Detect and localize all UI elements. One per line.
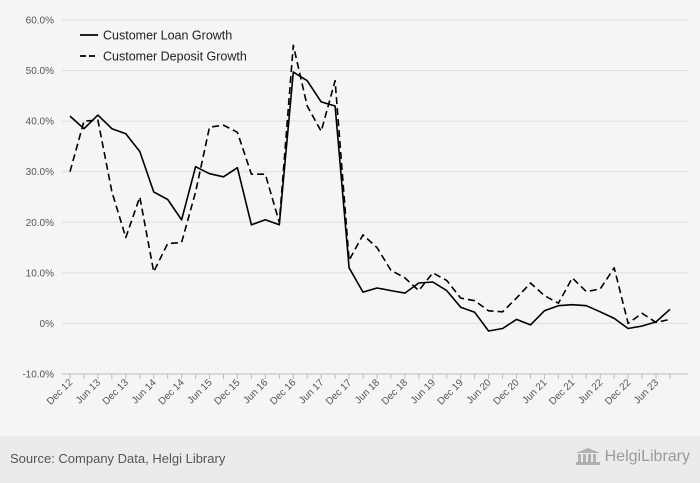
- x-tick-label: Jun 15: [186, 377, 215, 406]
- x-tick-label: Dec 19: [436, 377, 466, 407]
- x-tick-label: Jun 13: [74, 377, 103, 406]
- x-tick-label: Dec 12: [45, 377, 75, 407]
- library-building-icon: [575, 448, 600, 465]
- x-tick-label: Dec 20: [491, 377, 521, 407]
- brand-logo: HelgiLibrary: [575, 448, 690, 466]
- source-note: Source: Company Data, Helgi Library: [10, 451, 226, 466]
- x-tick-label: Dec 14: [157, 377, 187, 407]
- x-tick-label: Jun 14: [130, 377, 159, 406]
- brand-name: HelgiLibrary: [604, 448, 690, 465]
- x-tick-label: Dec 13: [101, 377, 131, 407]
- deposit-growth-line: [69, 44, 671, 325]
- y-tick-label: 40.0%: [26, 117, 54, 128]
- loan-growth-line: [69, 71, 671, 332]
- y-tick-label: 30.0%: [26, 167, 54, 178]
- y-axis-ticks: -10.0% 0% 10.0% 20.0% 30.0% 40.0% 50.0% 60.0%: [22, 16, 54, 381]
- y-tick-label: 20.0%: [26, 218, 54, 229]
- x-tick-label: Jun 20: [465, 377, 494, 406]
- x-tick-label: Dec 15: [212, 377, 242, 407]
- x-tick-label: Dec 16: [268, 377, 298, 407]
- y-tick-label: 0%: [40, 319, 55, 330]
- x-tick-label: Jun 21: [521, 377, 550, 406]
- footer-bar: Source: Company Data, Helgi Library Helg…: [0, 436, 700, 483]
- legend-label: Customer Deposit Growth: [103, 50, 247, 64]
- line-chart: -10.0% 0% 10.0% 20.0% 30.0% 40.0% 50.0% 60.0% D…: [22, 16, 688, 408]
- x-tick-label: Jun 19: [409, 377, 438, 406]
- x-tick-label: Jun 23: [632, 377, 661, 406]
- x-tick-label: Jun 17: [297, 377, 326, 406]
- x-tick-label: Dec 21: [547, 377, 577, 407]
- legend-label: Customer Loan Growth: [103, 29, 232, 43]
- x-tick-label: Jun 22: [576, 377, 605, 406]
- x-tick-label: Dec 17: [324, 377, 354, 407]
- series-lines: [69, 44, 671, 332]
- x-tick-label: Jun 16: [241, 377, 270, 406]
- y-tick-label: 10.0%: [26, 268, 54, 279]
- x-tick-label: Dec 18: [380, 377, 410, 407]
- x-tick-label: Dec 22: [603, 377, 633, 407]
- y-tick-label: -10.0%: [22, 370, 54, 381]
- y-tick-label: 50.0%: [26, 66, 54, 77]
- grid-lines: [62, 19, 688, 375]
- y-tick-label: 60.0%: [26, 16, 54, 27]
- legend: Customer Loan Growth Customer Deposit Gro…: [80, 29, 247, 64]
- x-tick-label: Jun 18: [353, 377, 382, 406]
